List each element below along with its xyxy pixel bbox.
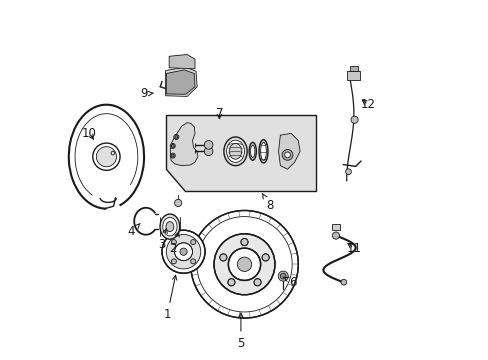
Circle shape — [204, 140, 212, 149]
Polygon shape — [165, 116, 316, 191]
Circle shape — [171, 144, 174, 147]
Circle shape — [237, 257, 251, 271]
Text: 5: 5 — [237, 313, 244, 350]
Circle shape — [171, 259, 176, 264]
Circle shape — [174, 243, 192, 261]
Circle shape — [174, 134, 179, 139]
Ellipse shape — [160, 214, 180, 239]
Polygon shape — [170, 123, 198, 166]
Circle shape — [93, 143, 120, 170]
Bar — [346, 71, 360, 80]
Ellipse shape — [259, 140, 267, 163]
Circle shape — [219, 254, 226, 261]
Circle shape — [262, 254, 269, 261]
Circle shape — [214, 234, 274, 295]
Circle shape — [282, 149, 292, 160]
Circle shape — [345, 169, 351, 175]
Circle shape — [174, 199, 182, 207]
Polygon shape — [166, 70, 195, 94]
Text: 10: 10 — [82, 127, 97, 140]
Text: 12: 12 — [360, 98, 375, 111]
Text: 7: 7 — [215, 107, 223, 120]
Polygon shape — [278, 134, 300, 169]
Circle shape — [190, 211, 298, 318]
Ellipse shape — [226, 140, 244, 162]
Ellipse shape — [224, 137, 247, 166]
Text: 4: 4 — [127, 224, 140, 238]
Text: 9: 9 — [140, 87, 153, 100]
Circle shape — [171, 154, 174, 157]
Ellipse shape — [260, 142, 266, 160]
Circle shape — [280, 273, 285, 279]
Text: 11: 11 — [346, 242, 361, 255]
Ellipse shape — [163, 217, 177, 236]
Circle shape — [190, 259, 195, 264]
Text: 3: 3 — [158, 229, 167, 251]
Circle shape — [170, 143, 175, 148]
Polygon shape — [169, 54, 195, 69]
Circle shape — [350, 116, 357, 123]
Ellipse shape — [229, 143, 241, 159]
Circle shape — [180, 248, 187, 255]
Circle shape — [166, 234, 201, 269]
Circle shape — [170, 153, 175, 158]
Text: 6: 6 — [283, 276, 296, 289]
Text: 2: 2 — [169, 232, 179, 255]
Circle shape — [204, 147, 212, 156]
Circle shape — [253, 279, 261, 286]
Circle shape — [278, 271, 287, 281]
Circle shape — [284, 152, 290, 158]
Ellipse shape — [249, 142, 256, 160]
Text: 8: 8 — [262, 193, 273, 212]
Circle shape — [162, 230, 204, 273]
Circle shape — [227, 279, 235, 286]
Circle shape — [340, 279, 346, 285]
Text: 1: 1 — [163, 275, 177, 321]
Bar — [349, 66, 357, 71]
Bar — [331, 224, 340, 230]
Circle shape — [171, 239, 176, 244]
Circle shape — [228, 248, 260, 280]
Circle shape — [190, 239, 195, 244]
Circle shape — [96, 147, 116, 167]
Ellipse shape — [250, 145, 254, 157]
Circle shape — [332, 232, 339, 239]
Circle shape — [241, 238, 247, 246]
Ellipse shape — [165, 222, 174, 231]
Polygon shape — [165, 67, 197, 96]
Circle shape — [175, 135, 178, 138]
